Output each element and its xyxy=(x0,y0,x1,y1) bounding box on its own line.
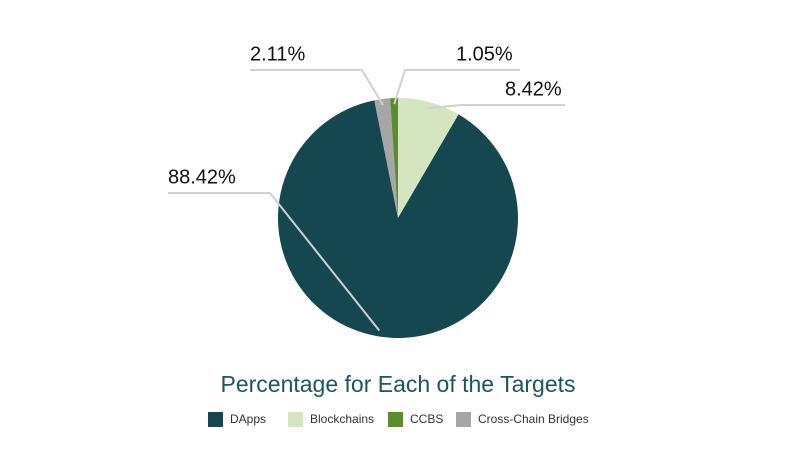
leader-line xyxy=(250,69,384,106)
pie-slice xyxy=(374,98,398,218)
data-label: 2.11% xyxy=(250,43,305,65)
legend-label: CCBS xyxy=(410,412,443,426)
leader-line xyxy=(393,69,520,105)
leader-line xyxy=(427,104,565,109)
legend-label: Blockchains xyxy=(310,412,374,426)
data-label: 1.05% xyxy=(456,43,513,65)
legend-swatch xyxy=(388,412,403,427)
legend-swatch xyxy=(208,412,223,427)
legend-swatch xyxy=(456,412,471,427)
pie-slice xyxy=(390,98,398,218)
legend-label: DApps xyxy=(230,412,266,426)
data-label: 88.42% xyxy=(168,166,236,188)
pie-slice xyxy=(398,98,459,218)
data-label: 8.42% xyxy=(505,78,562,100)
chart-title: Percentage for Each of the Targets xyxy=(220,371,575,397)
leader-line xyxy=(168,192,381,332)
legend-label: Cross-Chain Bridges xyxy=(478,412,589,426)
legend-swatch xyxy=(288,412,303,427)
